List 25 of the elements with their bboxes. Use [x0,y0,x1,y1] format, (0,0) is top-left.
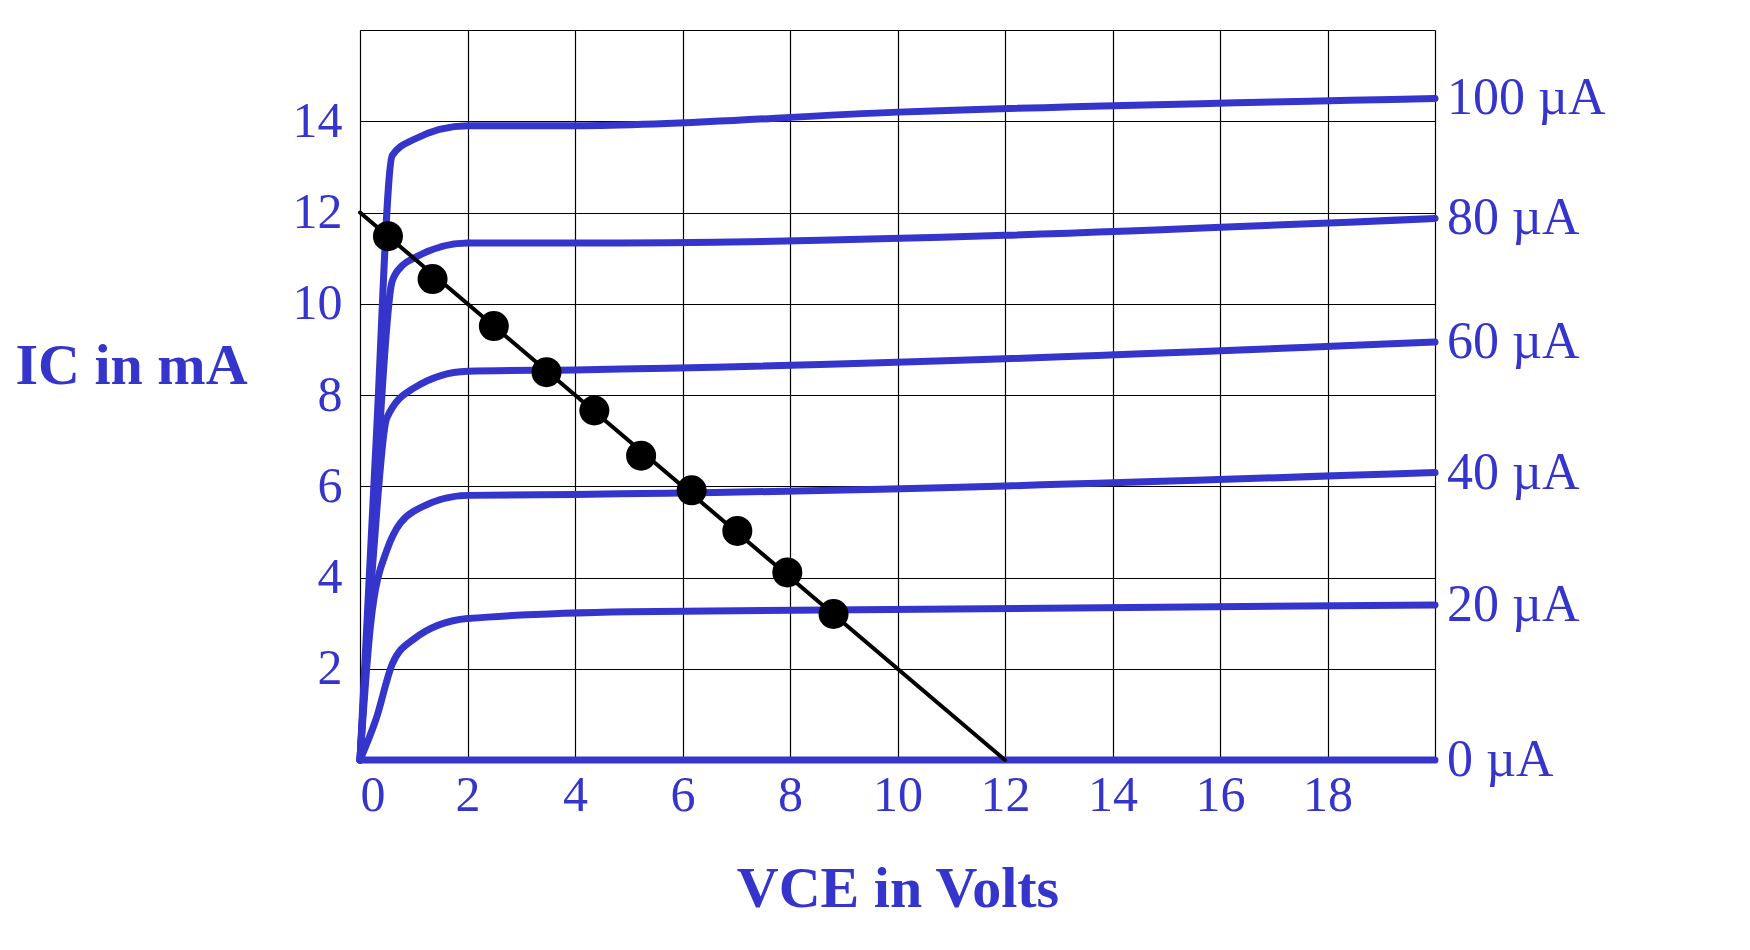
x-tick-label: 18 [1303,765,1353,822]
y-tick-label: 12 [292,183,343,239]
x-axis-title: VCE in Volts [736,854,1060,920]
y-tick-label: 14 [292,91,343,148]
x-tick-label: 10 [873,765,923,822]
y-tick-label: 6 [317,456,343,513]
y-axis-title: IC in mA [15,331,248,397]
x-tick-label: 14 [1088,765,1138,822]
series-label: 0 µA [1447,730,1554,787]
x-tick-label: 2 [455,765,481,822]
x-tick-label: 0 [360,765,386,822]
x-tick-label: 8 [778,765,803,822]
series-label: 80 µA [1447,188,1580,246]
y-tick-label: 2 [317,639,343,696]
series-label: 40 µA [1447,442,1580,500]
x-tick-label: 4 [563,765,588,822]
series-label: 20 µA [1447,574,1580,632]
x-tick-label: 16 [1195,765,1246,822]
series-label: 60 µA [1447,312,1580,370]
y-tick-label: 4 [317,548,343,604]
y-tick-label: 10 [292,274,343,331]
x-tick-label: 6 [670,765,696,822]
y-tick-label: 8 [317,365,343,422]
x-tick-label: 12 [980,765,1031,822]
series-label: 100 µA [1447,68,1606,126]
